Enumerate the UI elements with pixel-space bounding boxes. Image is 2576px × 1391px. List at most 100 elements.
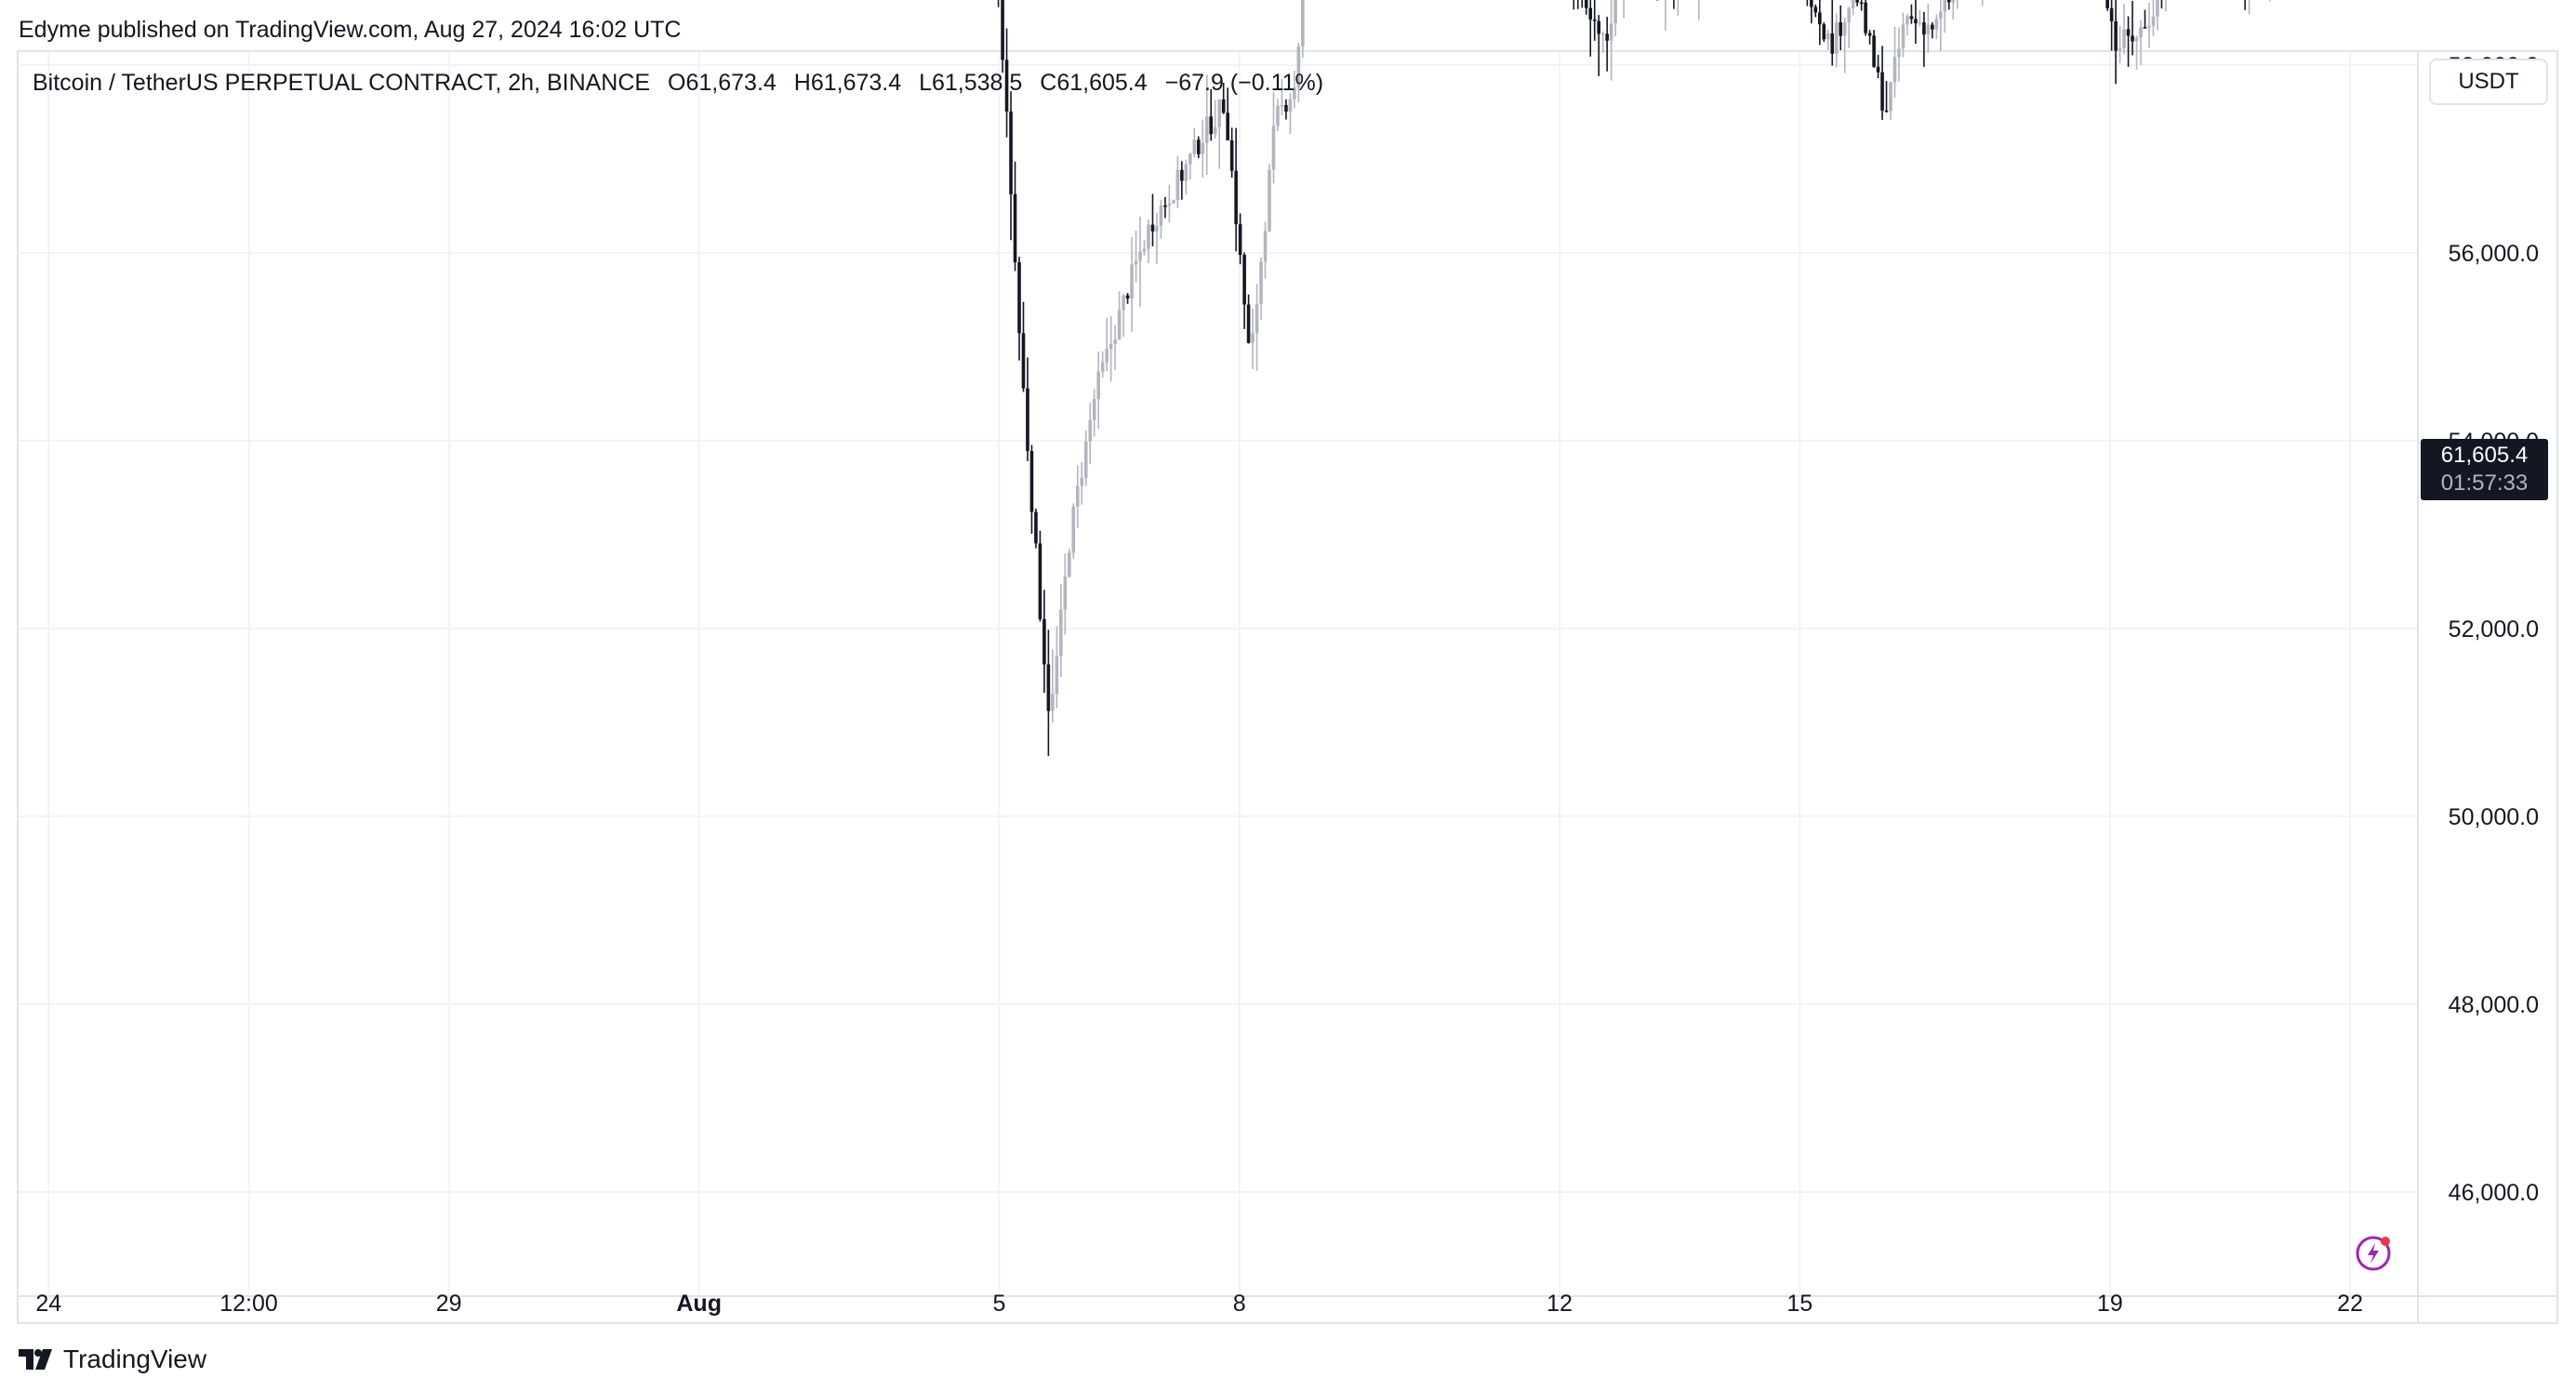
candle-body	[1826, 33, 1830, 40]
candle-body	[1117, 310, 1122, 340]
candle-body	[1251, 333, 1255, 343]
candle-body	[1934, 19, 1939, 30]
tradingview-logo-icon	[19, 1349, 52, 1370]
candle-body	[1288, 99, 1293, 113]
candle-body	[1130, 264, 1134, 299]
candle-body	[1234, 170, 1238, 225]
candle-body	[1263, 231, 1268, 262]
time-tick-label: 12	[1547, 1291, 1573, 1317]
candle-body	[1071, 506, 1076, 553]
candle-body	[1931, 24, 1934, 30]
candle-body	[1609, 23, 1613, 41]
currency-button[interactable]: USDT	[2429, 59, 2548, 105]
bar-countdown: 01:57:33	[2440, 470, 2529, 496]
candle-body	[2105, 0, 2109, 8]
lightning-icon[interactable]	[2355, 1233, 2394, 1272]
candle-body	[1813, 7, 1818, 13]
candle-body	[1880, 72, 1884, 111]
candle-body	[1855, 0, 1859, 3]
candle-body	[1892, 57, 1897, 83]
candle-body	[1059, 609, 1063, 656]
chart-frame	[17, 50, 2558, 1324]
candle-body	[2156, 0, 2159, 17]
candle-body	[1180, 169, 1184, 181]
candle-body	[1105, 349, 1109, 363]
candle-body	[2139, 27, 2143, 38]
candle-body	[1847, 8, 1851, 23]
tradingview-logo-text: TradingView	[63, 1345, 207, 1373]
candle-body	[1597, 20, 1600, 34]
candle-body	[1246, 304, 1251, 343]
candle-body	[1939, 11, 1943, 20]
candle-body	[1613, 0, 1617, 24]
candle-body	[1600, 33, 1605, 35]
candle-body	[1201, 142, 1205, 154]
high-value: H61,673.4	[793, 70, 902, 96]
candle-body	[1839, 21, 1843, 36]
candle-body	[1946, 0, 1951, 3]
published-header: Edyme published on TradingView.com, Aug …	[19, 17, 682, 43]
candle-body	[1301, 0, 1305, 46]
candle-body	[1926, 24, 1931, 35]
candle-body	[1134, 260, 1138, 265]
candle-body	[1867, 33, 1872, 36]
close-value: C61,605.4	[1040, 70, 1148, 96]
price-tick-label: 56,000.0	[2449, 241, 2539, 267]
candle-body	[1276, 106, 1280, 126]
candle-body	[1872, 35, 1876, 67]
candle-body	[1150, 224, 1155, 232]
candle-body	[1284, 105, 1288, 113]
candle-body	[1238, 224, 1242, 256]
candle-body	[1905, 16, 1909, 25]
candle-body	[1213, 126, 1217, 135]
change-value: −67.9 (−0.11%)	[1164, 70, 1324, 96]
candle-body	[2118, 47, 2122, 51]
candle-body	[1255, 303, 1259, 334]
candle-body	[2143, 27, 2147, 29]
candle-body	[1163, 205, 1167, 207]
candle-body	[1080, 477, 1084, 486]
candle-body	[1184, 164, 1188, 181]
candle-body	[1842, 22, 1847, 36]
candle-body	[1109, 343, 1113, 350]
candle-body	[1209, 116, 1214, 135]
candle-body	[1026, 388, 1029, 452]
time-tick-label: 19	[2097, 1291, 2123, 1317]
candle-body	[1046, 664, 1051, 711]
candle-body	[1810, 0, 1813, 7]
candle-body	[1280, 105, 1284, 107]
candle-body	[1147, 224, 1150, 249]
candle-body	[1125, 295, 1130, 299]
low-value: L61,538.5	[919, 70, 1023, 96]
candle-body	[1943, 0, 1947, 12]
candle-body	[1901, 24, 1905, 49]
candle-body	[1951, 0, 1956, 3]
candle-body	[1034, 511, 1038, 544]
candle-body	[1221, 99, 1226, 113]
candle-body	[1083, 441, 1088, 478]
candle-body	[1588, 7, 1593, 20]
price-axis: 46,000.048,000.050,000.052,000.054,000.0…	[2449, 53, 2539, 1206]
candle-body	[1142, 248, 1147, 252]
candle-body	[1889, 82, 1892, 112]
candle-body	[2126, 29, 2131, 36]
time-tick-label: 8	[1233, 1291, 1246, 1317]
tradingview-logo[interactable]: TradingView	[19, 1345, 206, 1374]
candle-body	[1204, 116, 1209, 143]
candle-body	[1293, 87, 1296, 99]
candle-body	[1172, 200, 1175, 204]
candle-body	[1584, 0, 1588, 8]
candle-body	[1122, 295, 1125, 311]
time-tick-label: 5	[993, 1291, 1006, 1317]
price-tick-label: 52,000.0	[2449, 616, 2539, 643]
candle-body	[1918, 22, 1922, 24]
candle-body	[1029, 451, 1034, 512]
candle-body	[1922, 22, 1926, 35]
candle-body	[1914, 19, 1918, 24]
candle-body	[1096, 371, 1100, 399]
candle-body	[1113, 339, 1117, 344]
candle-body	[1075, 485, 1080, 507]
candle-body	[1167, 203, 1172, 206]
